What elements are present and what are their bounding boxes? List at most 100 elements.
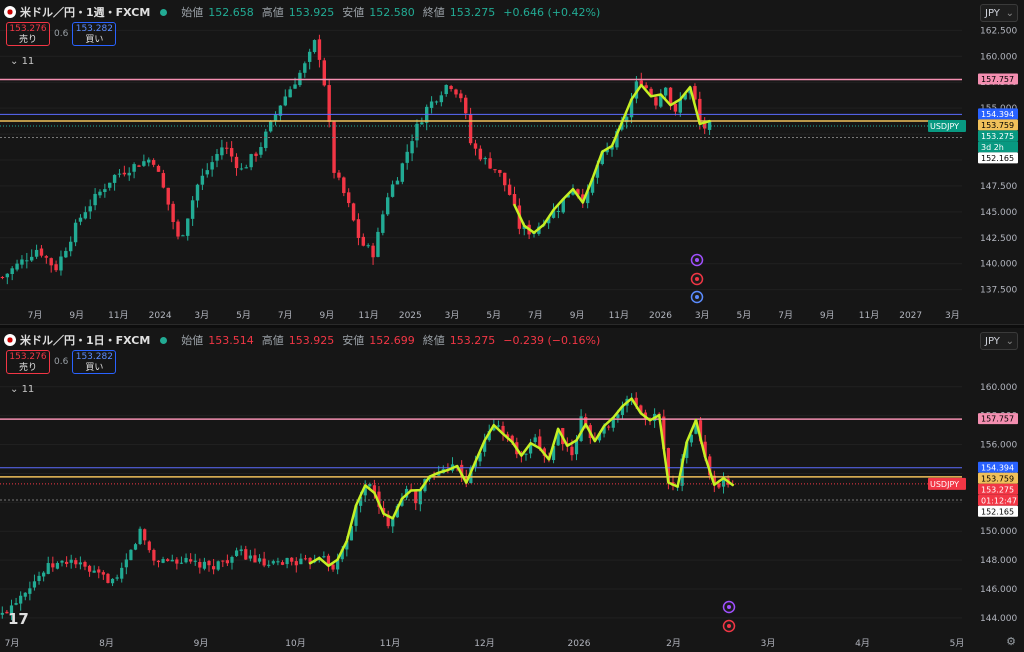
candle-body bbox=[386, 514, 390, 527]
indicator-toggle[interactable]: ⌄ 11 bbox=[10, 56, 35, 67]
price-tag bbox=[978, 130, 1018, 142]
candle-body bbox=[615, 131, 619, 148]
candle-body bbox=[132, 164, 136, 172]
candle-body bbox=[571, 189, 575, 195]
candle-body bbox=[644, 85, 648, 89]
candle-body bbox=[607, 426, 611, 428]
candle-body bbox=[221, 560, 225, 562]
y-tick-label: 137.500 bbox=[980, 286, 1017, 296]
candle-body bbox=[175, 559, 179, 564]
x-tick-label: 2027 bbox=[899, 311, 922, 321]
candle-body bbox=[97, 569, 101, 573]
candle-body bbox=[522, 225, 526, 230]
candle-body bbox=[680, 458, 684, 486]
candle-body bbox=[69, 241, 73, 252]
price-tag-label: 154.394 bbox=[981, 110, 1014, 119]
candle-body bbox=[124, 559, 128, 568]
candle-body bbox=[524, 453, 528, 455]
buy-button[interactable]: 153.282 買い bbox=[72, 350, 117, 374]
buy-button[interactable]: 153.282 買い bbox=[72, 22, 117, 46]
candle-body bbox=[166, 559, 170, 562]
candle-body bbox=[624, 116, 629, 123]
event-marker-dot bbox=[695, 258, 699, 262]
x-tick-label: 2026 bbox=[649, 311, 672, 321]
candle-body bbox=[546, 217, 551, 224]
weekly-chart-canvas[interactable]: 137.500140.000142.500145.000147.500150.0… bbox=[0, 0, 1024, 324]
y-tick-label: 156.000 bbox=[980, 441, 1017, 451]
candle-body bbox=[629, 99, 634, 118]
price-tag bbox=[978, 505, 1018, 517]
candle-body bbox=[332, 121, 336, 173]
candle-body bbox=[0, 277, 5, 279]
candle-body bbox=[120, 567, 124, 579]
candle-body bbox=[678, 99, 683, 113]
candle-body bbox=[685, 441, 689, 458]
sell-button[interactable]: 153.276 売り bbox=[6, 22, 50, 46]
y-tick-label: 162.500 bbox=[980, 26, 1017, 36]
candle-body bbox=[273, 114, 278, 122]
price-tag-label: 153.759 bbox=[981, 121, 1014, 130]
candle-body bbox=[326, 555, 331, 566]
candle-body bbox=[317, 39, 322, 60]
x-tick-label: 11月 bbox=[380, 638, 400, 649]
market-status-icon bbox=[160, 8, 168, 16]
candle-body bbox=[721, 478, 726, 487]
daily-chart-panel[interactable]: 144.000146.000148.000150.000152.000154.0… bbox=[0, 328, 1024, 652]
event-marker-dot bbox=[727, 624, 731, 628]
weekly-chart-panel[interactable]: 137.500140.000142.500145.000147.500150.0… bbox=[0, 0, 1024, 325]
daily-chart-canvas[interactable]: 144.000146.000148.000150.000152.000154.0… bbox=[0, 328, 1024, 652]
candle-body bbox=[391, 518, 395, 527]
open-label: 始値 bbox=[181, 6, 204, 19]
candle-body bbox=[88, 206, 92, 212]
price-tag-label: 152.165 bbox=[981, 507, 1014, 516]
candle-body bbox=[405, 151, 409, 163]
candle-body bbox=[87, 565, 92, 572]
candle-body bbox=[493, 169, 497, 171]
candle-body bbox=[602, 426, 606, 434]
currency-select[interactable]: JPY ⌄ bbox=[980, 332, 1018, 350]
candle-body bbox=[400, 498, 404, 506]
gear-icon[interactable]: ⚙ bbox=[1006, 635, 1016, 648]
candle-body bbox=[659, 94, 663, 107]
candle-body bbox=[712, 475, 716, 485]
candle-body bbox=[161, 558, 165, 563]
candle-body bbox=[639, 80, 643, 86]
candle-body bbox=[225, 560, 229, 564]
candle-body bbox=[574, 440, 579, 455]
currency-select[interactable]: JPY ⌄ bbox=[980, 4, 1018, 22]
candle-body bbox=[372, 485, 376, 493]
candle-body bbox=[439, 95, 444, 103]
candle-body bbox=[147, 541, 151, 551]
candle-body bbox=[143, 529, 147, 541]
x-tick-label: 10月 bbox=[285, 638, 305, 649]
candle-body bbox=[239, 168, 244, 170]
candle-body bbox=[349, 526, 354, 541]
candle-body bbox=[285, 557, 289, 565]
price-tag bbox=[978, 152, 1018, 164]
candle-body bbox=[570, 446, 574, 456]
candle-body bbox=[93, 193, 97, 206]
candle-body bbox=[351, 203, 356, 221]
candle-body bbox=[78, 562, 82, 565]
candle-body bbox=[184, 557, 188, 563]
candle-body bbox=[498, 169, 502, 173]
close-value: 153.275 bbox=[449, 333, 496, 347]
candle-body bbox=[280, 562, 285, 565]
candle-body bbox=[434, 101, 439, 103]
candle-body bbox=[293, 84, 297, 89]
indicator-toggle[interactable]: ⌄ 11 bbox=[10, 384, 35, 395]
x-tick-label: 9月 bbox=[320, 310, 335, 321]
candle-body bbox=[210, 162, 214, 170]
sell-button[interactable]: 153.276 売り bbox=[6, 350, 50, 374]
price-tag-label: 153.275 bbox=[981, 485, 1014, 494]
candle-body bbox=[138, 528, 142, 545]
symbol-title[interactable]: 米ドル／円・1週・FXCM bbox=[20, 6, 151, 19]
candle-body bbox=[49, 258, 53, 266]
candle-body bbox=[390, 184, 395, 197]
price-tag-label: 153.275 bbox=[981, 132, 1014, 141]
symbol-title[interactable]: 米ドル／円・1日・FXCM bbox=[20, 334, 151, 347]
candle-body bbox=[171, 203, 175, 222]
candle-body bbox=[611, 417, 615, 428]
candle-body bbox=[496, 425, 501, 427]
candle-body bbox=[259, 147, 263, 155]
